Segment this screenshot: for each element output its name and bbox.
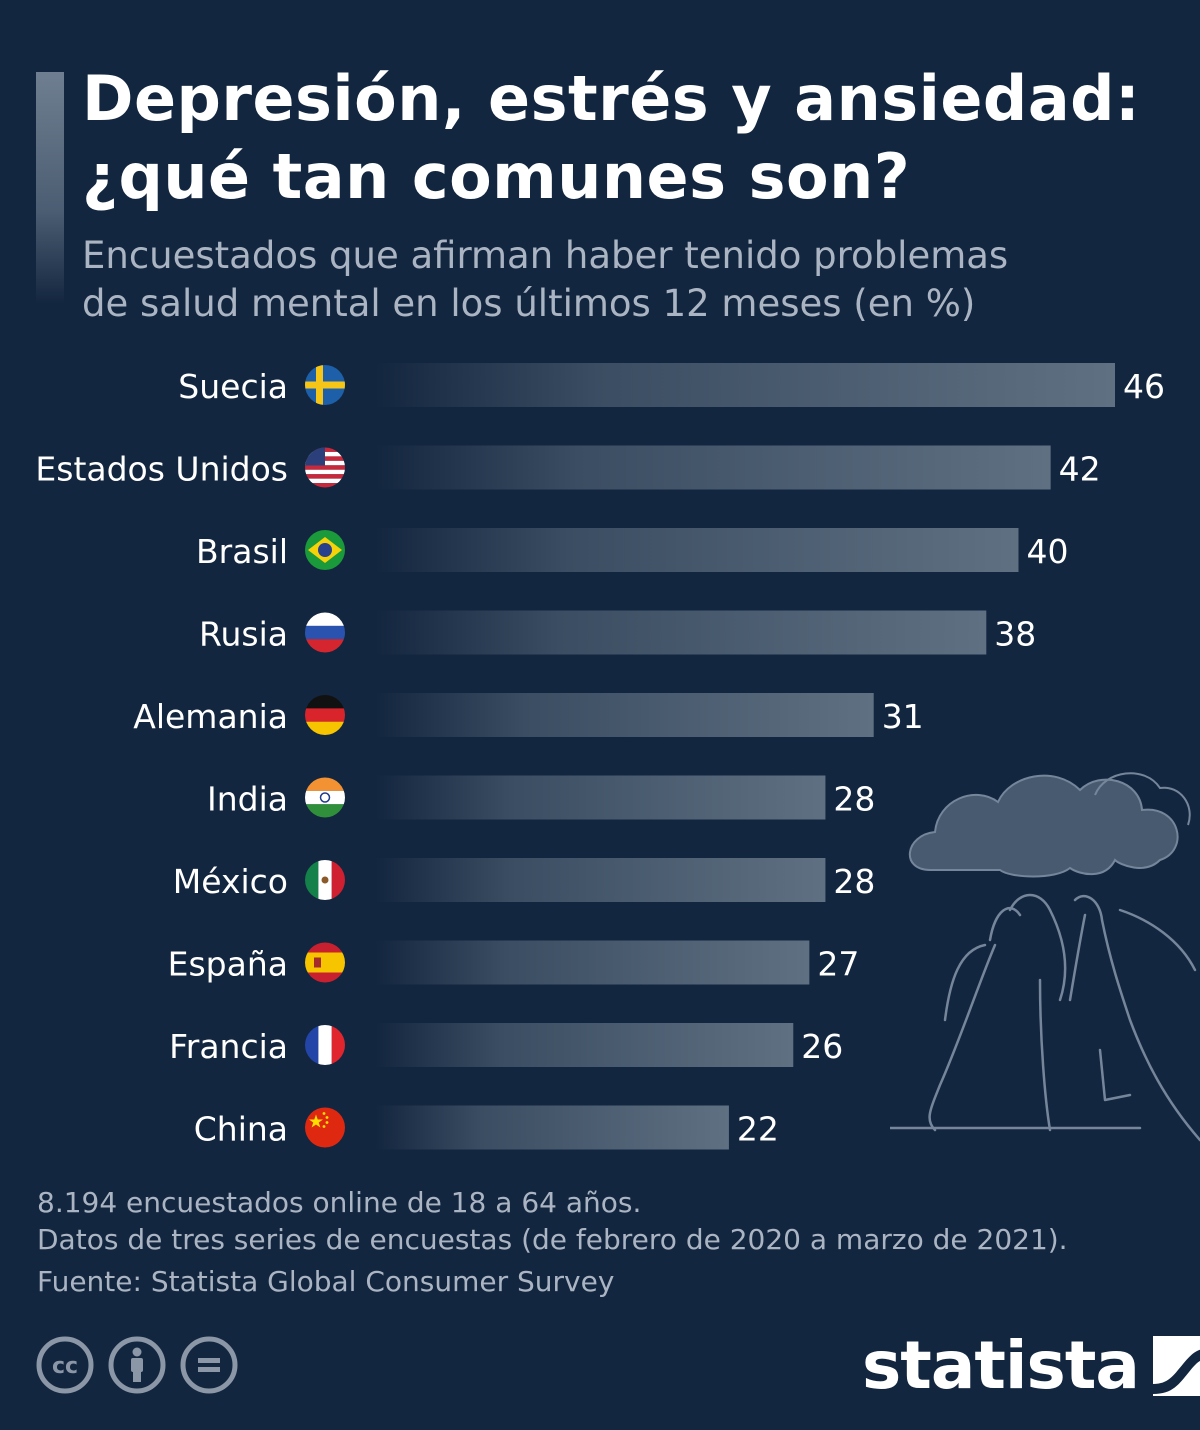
footnote-sample: 8.194 encuestados online de 18 a 64 años… bbox=[37, 1186, 642, 1219]
title-accent-bar bbox=[36, 72, 64, 304]
value-label: 40 bbox=[1026, 532, 1068, 571]
germany-flag-icon bbox=[305, 695, 345, 735]
category-label: Estados Unidos bbox=[35, 450, 288, 489]
category-label: Alemania bbox=[133, 697, 288, 736]
cc-icon[interactable]: cc bbox=[36, 1336, 94, 1394]
sweden-flag-icon bbox=[305, 365, 345, 405]
russia-flag-icon bbox=[305, 612, 345, 653]
title-line-2: ¿qué tan comunes son? bbox=[82, 140, 911, 213]
value-label: 31 bbox=[882, 697, 924, 736]
category-label: México bbox=[173, 862, 288, 901]
license-icons: cc bbox=[36, 1336, 238, 1394]
bar bbox=[375, 693, 874, 737]
france-flag-icon bbox=[305, 1025, 345, 1065]
bar bbox=[375, 610, 987, 655]
person-outline bbox=[890, 893, 1200, 1142]
bar bbox=[375, 528, 1019, 572]
brazil-flag-icon bbox=[305, 530, 345, 570]
category-label: Francia bbox=[169, 1027, 288, 1066]
chart-title: Depresión, estrés y ansiedad: ¿qué tan c… bbox=[82, 60, 1182, 216]
category-label: España bbox=[168, 945, 288, 984]
bar bbox=[375, 775, 826, 820]
value-label: 46 bbox=[1123, 367, 1165, 406]
india-flag-icon bbox=[305, 777, 345, 818]
spain-flag-icon bbox=[305, 942, 345, 983]
bar-chart: Suecia 46 Estados Unidos 42 Brasil 40 Rusia 38 A… bbox=[35, 363, 1165, 1150]
footnotes: 8.194 encuestados online de 18 a 64 años… bbox=[37, 1184, 1177, 1300]
worried-person-illustration bbox=[890, 772, 1200, 1142]
statista-logo-icon bbox=[1152, 1336, 1200, 1396]
bar bbox=[375, 940, 810, 985]
source-note: Fuente: Statista Global Consumer Survey bbox=[37, 1265, 615, 1298]
category-label: Suecia bbox=[178, 367, 288, 406]
subtitle-line-1: Encuestados que afirman haber tenido pro… bbox=[82, 234, 1009, 277]
bar bbox=[375, 858, 826, 902]
usa-flag-icon bbox=[305, 447, 345, 488]
value-label: 28 bbox=[833, 862, 875, 901]
value-label: 26 bbox=[801, 1027, 843, 1066]
bar bbox=[375, 1105, 729, 1150]
brand-wordmark: statista bbox=[862, 1327, 1140, 1404]
china-flag-icon bbox=[305, 1107, 345, 1148]
footnote-period: Datos de tres series de encuestas (de fe… bbox=[37, 1223, 1068, 1256]
mexico-flag-icon bbox=[305, 860, 345, 900]
bar bbox=[375, 1023, 794, 1067]
category-label: India bbox=[207, 780, 288, 819]
value-label: 38 bbox=[994, 615, 1036, 654]
category-label: China bbox=[194, 1110, 288, 1149]
bar bbox=[375, 363, 1115, 407]
attribution-icon[interactable] bbox=[108, 1336, 166, 1394]
value-label: 22 bbox=[737, 1110, 779, 1149]
category-label: Brasil bbox=[196, 532, 288, 571]
category-label: Rusia bbox=[199, 615, 288, 654]
bar bbox=[375, 445, 1051, 490]
storm-cloud-icon bbox=[909, 772, 1191, 878]
subtitle-line-2: de salud mental en los últimos 12 meses … bbox=[82, 282, 976, 325]
title-line-1: Depresión, estrés y ansiedad: bbox=[82, 62, 1141, 135]
value-label: 42 bbox=[1059, 450, 1101, 489]
value-label: 28 bbox=[833, 780, 875, 819]
chart-subtitle: Encuestados que afirman haber tenido pro… bbox=[82, 232, 1082, 328]
svg-text:cc: cc bbox=[52, 1354, 78, 1379]
value-label: 27 bbox=[817, 945, 859, 984]
statista-brand[interactable]: statista bbox=[862, 1326, 1200, 1406]
no-derivatives-icon[interactable] bbox=[180, 1336, 238, 1394]
